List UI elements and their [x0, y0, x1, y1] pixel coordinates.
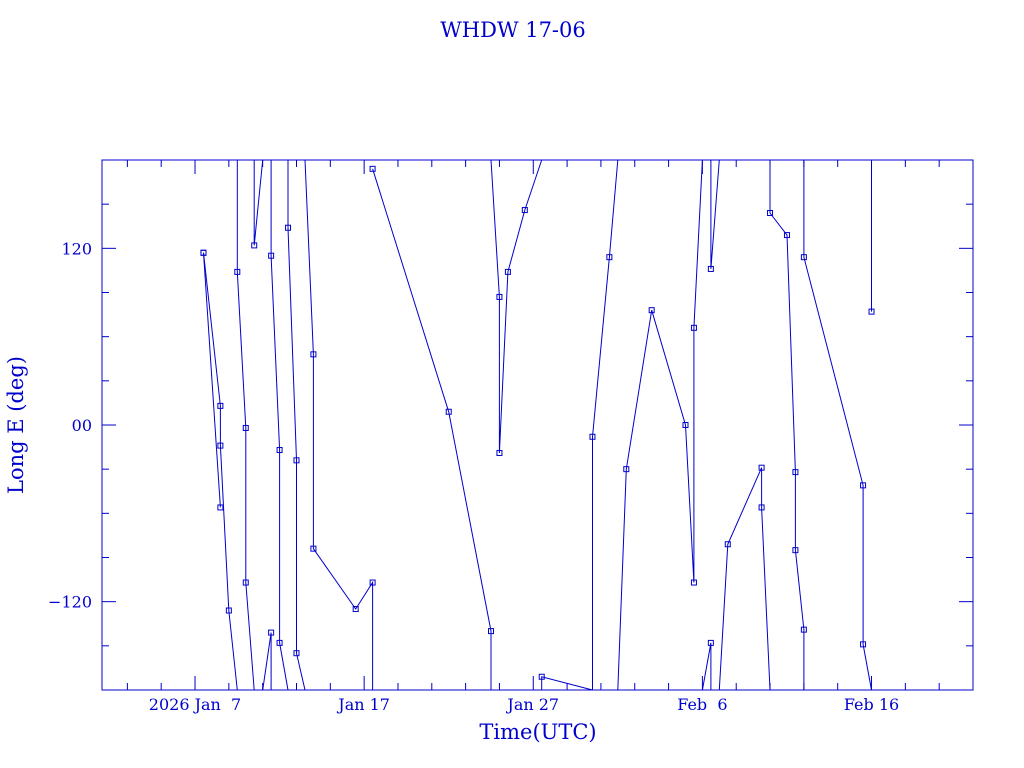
data-point: [724, 541, 731, 548]
trajectory-line: [490, 159, 543, 454]
plot-frame: [101, 159, 974, 691]
data-point: [783, 232, 790, 239]
trajectory-line: [541, 676, 593, 691]
trajectory-line: [270, 160, 289, 691]
data-point: [352, 606, 359, 613]
data-point: [690, 579, 697, 586]
trajectory-line: [372, 168, 492, 690]
trajectory-line: [803, 160, 872, 691]
data-point: [538, 673, 545, 680]
trajectory-line: [592, 159, 619, 690]
trajectory-line: [710, 159, 720, 269]
x-tick-label: Jan 17: [336, 695, 390, 714]
data-point: [268, 252, 275, 259]
trajectory-line: [262, 632, 272, 691]
data-point: [860, 482, 867, 489]
data-point: [293, 650, 300, 657]
trajectory-line: [304, 159, 374, 690]
data-point: [792, 547, 799, 554]
trajectory-line: [769, 160, 805, 690]
y-tick-label: 00: [72, 416, 92, 435]
data-point: [690, 324, 697, 331]
data-point: [496, 449, 503, 456]
trajectory-line: [236, 160, 255, 691]
data-point: [445, 408, 452, 415]
data-point: [310, 351, 317, 358]
trajectory-line: [287, 160, 306, 691]
x-tick-label: Jan 27: [505, 695, 559, 714]
trajectory-line: [253, 159, 264, 246]
y-axis-label: Long E (deg): [4, 356, 28, 494]
data-point: [276, 639, 283, 646]
x-tick-label: Feb 6: [677, 695, 727, 714]
data-point: [800, 254, 807, 261]
trajectory-line: [701, 642, 712, 691]
data-point: [758, 464, 765, 471]
x-axis-label: Time(UTC): [479, 720, 596, 744]
data-point: [276, 447, 283, 454]
data-point: [707, 639, 714, 646]
data-point: [217, 504, 224, 511]
x-tick-label: Feb 16: [844, 695, 899, 714]
data-point: [251, 242, 258, 249]
data-point: [758, 504, 765, 511]
data-point: [242, 424, 249, 431]
data-point: [792, 469, 799, 476]
trajectory-line: [203, 252, 221, 508]
data-point: [293, 457, 300, 464]
data-point: [589, 433, 596, 440]
data-point: [369, 165, 376, 172]
trajectory-line: [617, 159, 703, 691]
y-tick-label: −120: [48, 593, 92, 612]
data-point: [268, 629, 275, 636]
data-point: [648, 307, 655, 314]
data-point: [310, 545, 317, 552]
data-point: [606, 254, 613, 261]
data-point: [682, 422, 689, 428]
data-point: [217, 442, 224, 449]
data-point: [285, 224, 292, 231]
data-point: [242, 579, 249, 586]
data-point: [521, 207, 528, 214]
x-tick-label: 2026 Jan 7: [149, 695, 241, 714]
data-point: [496, 293, 503, 300]
trajectory-line: [203, 252, 238, 691]
data-point: [800, 626, 807, 633]
data-point: [767, 210, 774, 216]
trajectory-line: [718, 467, 771, 691]
data-point: [623, 466, 630, 473]
data-point: [234, 268, 241, 275]
data-point: [487, 628, 494, 635]
data-point: [225, 607, 232, 614]
data-point: [504, 268, 511, 275]
data-point: [369, 579, 376, 586]
data-point: [707, 265, 714, 272]
chart-title: WHDW 17-06: [440, 18, 586, 42]
data-point: [200, 249, 207, 256]
plot-area: −120 00 120 2026 Jan 7 Jan 17 Jan 27 Feb 6 Feb …: [48, 159, 974, 714]
data-point: [217, 402, 224, 409]
y-tick-label: 120: [61, 239, 92, 258]
data-point: [868, 308, 875, 315]
data-point: [860, 641, 867, 648]
